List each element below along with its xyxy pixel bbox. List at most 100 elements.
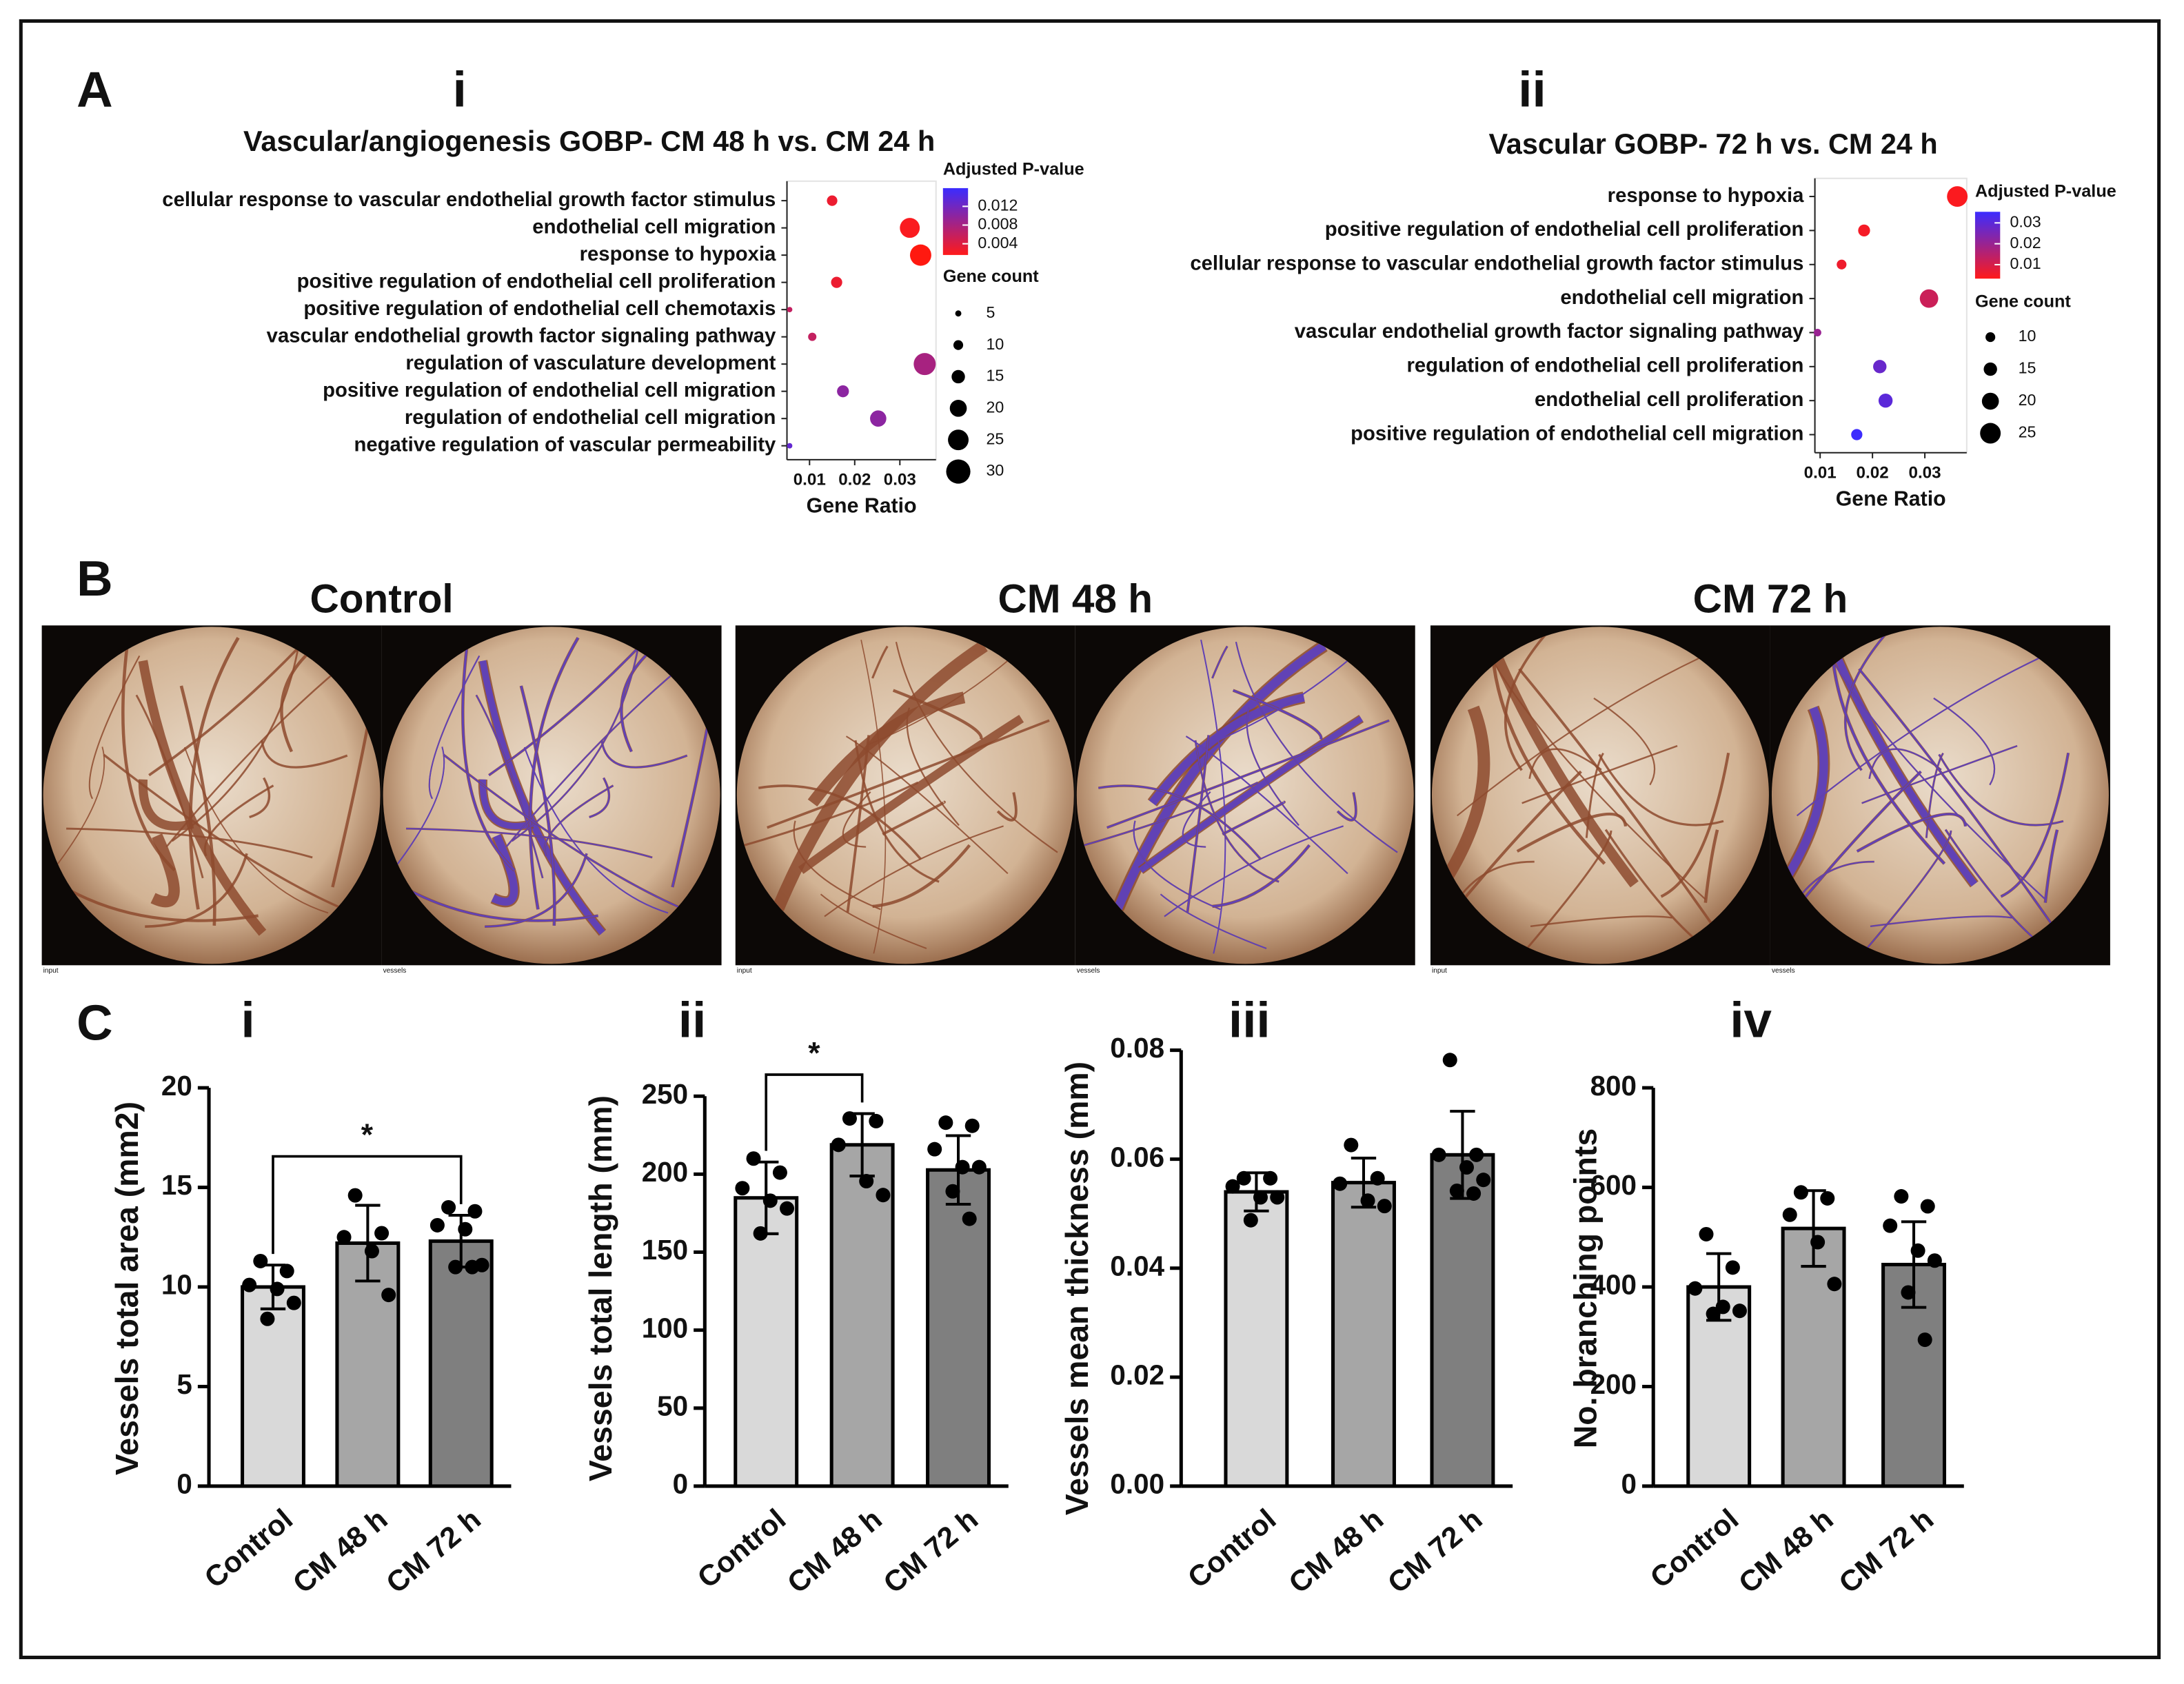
data-point: [429, 1217, 445, 1232]
y-tick-label: 400: [1590, 1269, 1637, 1301]
vessel: [871, 645, 889, 679]
vessel-overlay: [410, 889, 598, 922]
y-tick-label: 250: [642, 1078, 688, 1110]
dot: [808, 332, 817, 341]
data-point: [1688, 1281, 1703, 1296]
y-tick-label: response to hypoxia: [1608, 184, 1804, 207]
dot: [837, 385, 849, 398]
data-point: [1810, 1235, 1826, 1250]
data-point: [347, 1188, 363, 1203]
photo-caption: input: [43, 967, 59, 975]
vessel: [895, 641, 1058, 853]
vessel-overlay: [443, 754, 680, 908]
vessel-overlay: [475, 694, 544, 879]
y-tick-label: 200: [642, 1156, 688, 1188]
x-tick-label: 0.03: [1908, 464, 1941, 483]
size-legend-label: 15: [986, 367, 1004, 385]
vessel-overlay: [1149, 693, 1305, 806]
data-point: [869, 1113, 884, 1128]
data-point: [286, 1295, 301, 1310]
y-tick-label: 15: [161, 1169, 192, 1201]
data-point: [1377, 1199, 1392, 1214]
colorbar: [942, 187, 969, 255]
x-axis-label: Gene Ratio: [807, 495, 917, 518]
vessel-overlay: [1079, 782, 1259, 848]
vessel-overlay: [1212, 844, 1311, 908]
data-point: [465, 1259, 480, 1275]
vessel-overlay: [488, 638, 648, 776]
y-axis-label: Vessels total length (mm): [583, 1095, 618, 1481]
photo-caption: input: [737, 967, 752, 975]
vessel-overlay: [1858, 668, 2081, 964]
data-point: [1894, 1189, 1909, 1204]
vessel: [882, 800, 946, 835]
dot: [870, 410, 887, 427]
data-point: [964, 1118, 980, 1133]
y-tick-label: 100: [642, 1312, 688, 1343]
y-tick-label: regulation of endothelial cell migration: [405, 406, 776, 429]
vessel: [872, 844, 971, 909]
photo-caption: vessels: [1077, 967, 1100, 975]
size-legend-dot: [953, 340, 964, 350]
data-point: [242, 1277, 257, 1292]
y-tick-label: 800: [1590, 1070, 1637, 1102]
data-point: [1782, 1207, 1797, 1222]
y-tick-label: 0: [176, 1468, 192, 1500]
vessel-overlay: [600, 740, 688, 769]
vessel-overlay: [1870, 915, 2012, 927]
subpanel-label: iv: [1730, 992, 1772, 1048]
vessel-overlay: [461, 639, 516, 871]
vessel-overlay: [1938, 753, 2064, 826]
panel-label: A: [77, 62, 113, 118]
data-point: [1449, 1183, 1464, 1199]
vessel-overlay: [520, 685, 556, 926]
y-tick-label: 0.02: [1110, 1359, 1164, 1391]
data-point: [374, 1226, 390, 1241]
significance-label: *: [808, 1036, 820, 1070]
colorbar: [1974, 212, 2001, 279]
vessel: [842, 791, 871, 848]
panel-label: B: [77, 551, 113, 607]
vessel: [53, 747, 105, 870]
vessel: [739, 781, 919, 848]
y-tick-label: cellular response to vascular endothelia…: [1190, 252, 1803, 274]
colorbar-tick-label: 0.01: [2010, 254, 2041, 272]
data-point: [1270, 1190, 1285, 1205]
data-point: [279, 1264, 294, 1279]
vessel-overlay: [1211, 645, 1228, 679]
vessel-overlay: [1106, 720, 1390, 829]
data-point: [971, 1159, 987, 1175]
data-point: [1333, 1176, 1348, 1191]
y-tick-label: vascular endothelial growth factor signa…: [1295, 320, 1804, 343]
dot: [831, 276, 842, 288]
vessel: [1703, 829, 1719, 903]
bar: [428, 1239, 494, 1488]
y-tick-label: 600: [1590, 1169, 1637, 1201]
size-legend-label: 20: [986, 398, 1004, 416]
x-tick-label: 0.02: [1857, 464, 1889, 483]
data-point: [1917, 1332, 1932, 1348]
colorbar-tick-label: 0.004: [978, 234, 1018, 252]
vessel-overlay: [1186, 735, 1210, 913]
data-point: [458, 1221, 473, 1237]
data-point: [1927, 1253, 1942, 1268]
vessel-overlay: [485, 853, 588, 928]
data-point: [1901, 1285, 1916, 1300]
panel-label: C: [77, 995, 113, 1051]
vessel-overlay: [1823, 629, 1978, 887]
data-point: [772, 1165, 787, 1180]
data-point: [1820, 1190, 1835, 1206]
size-legend-title: Gene count: [943, 267, 1039, 286]
size-legend-dot: [1983, 362, 1997, 376]
vessel: [203, 784, 274, 857]
vessel-overlay: [1246, 707, 1300, 826]
size-legend-title: Gene count: [1975, 292, 2071, 311]
vessel-overlay: [544, 784, 614, 857]
data-point: [859, 1174, 874, 1189]
vessel-overlay: [1182, 791, 1211, 848]
significance-bracket: [272, 1155, 463, 1255]
vessel: [820, 893, 927, 949]
data-point: [1225, 1179, 1240, 1194]
data-point: [1360, 1193, 1375, 1208]
